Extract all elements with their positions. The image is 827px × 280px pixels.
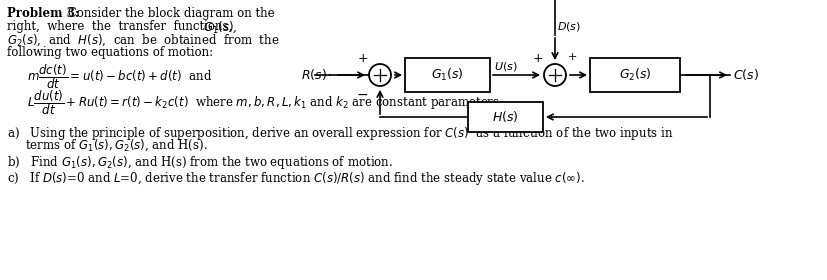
Text: +: + (567, 52, 576, 62)
Text: right,  where  the  transfer  functions,: right, where the transfer functions, (7, 20, 240, 33)
Text: $G_1(s)$,: $G_1(s)$, (203, 20, 237, 36)
Text: Problem 3:: Problem 3: (7, 7, 79, 20)
Text: terms of $G_1(s), G_2(s)$, and H(s).: terms of $G_1(s), G_2(s)$, and H(s). (25, 138, 208, 153)
Text: $R(s)$: $R(s)$ (301, 67, 327, 81)
Text: +: + (357, 52, 367, 65)
Text: $H(s)$: $H(s)$ (491, 109, 519, 125)
Text: $L\dfrac{du(t)}{dt}+Ru(t) = r(t)-k_2c(t)$  where $m, b, R, L, k_1$ and $k_2$ are: $L\dfrac{du(t)}{dt}+Ru(t) = r(t)-k_2c(t)… (27, 88, 503, 117)
Text: $U(s)$: $U(s)$ (494, 60, 517, 73)
Text: c)   If $D(s)$=0 and $L$=0, derive the transfer function $C(s)/R(s)$ and find th: c) If $D(s)$=0 and $L$=0, derive the tra… (7, 170, 584, 187)
Text: +: + (532, 52, 543, 65)
Text: following two equations of motion:: following two equations of motion: (7, 46, 213, 59)
Text: a)   Using the principle of superposition, derive an overall expression for $C(s: a) Using the principle of superposition,… (7, 125, 672, 142)
Text: $m\dfrac{dc(t)}{dt} = u(t)-bc(t)+d(t)$  and: $m\dfrac{dc(t)}{dt} = u(t)-bc(t)+d(t)$ a… (27, 62, 212, 91)
Text: $G_2(s)$: $G_2(s)$ (618, 67, 651, 83)
Text: $G_1(s)$: $G_1(s)$ (431, 67, 463, 83)
Text: Consider the block diagram on the: Consider the block diagram on the (64, 7, 275, 20)
Text: $G_2(s)$,  and  $H(s)$,  can  be  obtained  from  the: $G_2(s)$, and $H(s)$, can be obtained fr… (7, 33, 280, 48)
Text: $-$: $-$ (356, 87, 367, 101)
FancyBboxPatch shape (404, 58, 490, 92)
FancyBboxPatch shape (467, 102, 543, 132)
Text: b)   Find $G_1(s), G_2(s)$, and H(s) from the two equations of motion.: b) Find $G_1(s), G_2(s)$, and H(s) from … (7, 154, 393, 171)
Text: $D(s)$: $D(s)$ (557, 20, 581, 33)
Text: $C(s)$: $C(s)$ (732, 67, 758, 83)
FancyBboxPatch shape (590, 58, 679, 92)
